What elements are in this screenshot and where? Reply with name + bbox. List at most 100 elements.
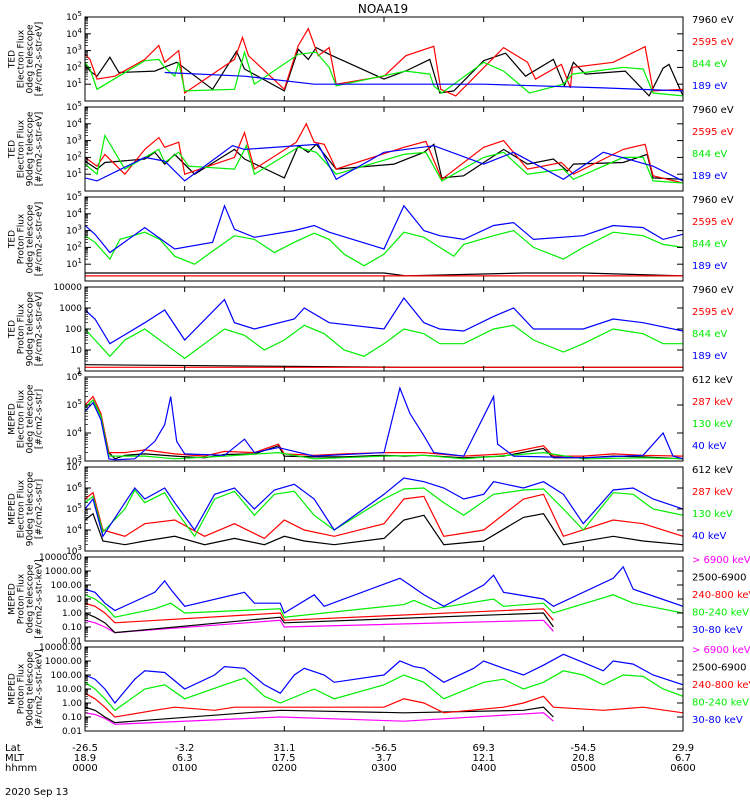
y-tick-label: 10.00 [56, 685, 82, 695]
series-group [85, 204, 683, 277]
series-group [85, 477, 683, 546]
series-line-3 [85, 229, 683, 267]
legend-entry: 80-240 keV [692, 608, 749, 619]
y-tick-label: 103 [66, 224, 82, 237]
series-group [85, 122, 683, 184]
y-tick-label: 101 [66, 167, 82, 180]
x-tick-label: 29.9 [672, 743, 694, 754]
chart-title: NOAA19 [358, 2, 408, 16]
series-line-2 [85, 122, 683, 184]
series-line-3 [85, 692, 683, 718]
series-line-3 [85, 487, 683, 538]
y-axis-label: TEDProton Flux90deg telescope[#/cm2-s-st… [8, 291, 45, 366]
legend-entry: 30-80 keV [692, 625, 743, 636]
legend-entry: 40 keV [692, 441, 726, 452]
panel-frame [84, 16, 684, 102]
axis-row-name: Lat [5, 743, 21, 754]
panel-1: 101 102 103 104 105 TEDElectron Flux0deg tele… [8, 10, 734, 102]
y-tick-label: 103 [66, 134, 82, 147]
x-tick-label: 20.8 [572, 753, 594, 764]
series-line-1 [85, 712, 554, 725]
series-line-2 [85, 706, 554, 724]
y-axis-label: MEPEDElectron Flux90deg telescope[#/cm2-… [8, 471, 45, 546]
series-line-4 [85, 477, 683, 538]
panel-4: 1 10 100 1000 10000 TEDProton Flux90deg teles… [8, 283, 734, 377]
x-tick-label: 31.1 [273, 743, 295, 754]
axis-row-name: hhmm [5, 763, 37, 774]
y-tick-label: 102 [66, 150, 82, 163]
x-tick-label: 0000 [72, 763, 97, 774]
series-line-4 [85, 386, 683, 461]
y-tick-label: 1.00 [62, 699, 82, 709]
series-line-5 [85, 565, 683, 614]
series-line-1 [85, 512, 683, 546]
y-tick-label: 101 [66, 77, 82, 90]
y-tick-label: 102 [66, 240, 82, 253]
x-tick-label: 6.3 [177, 753, 193, 764]
y-tick-label: 106 [66, 481, 82, 494]
legend-entry: 612 keV [692, 465, 733, 476]
series-line-2 [85, 612, 554, 634]
y-axis-label: TEDElectron Flux90deg telescope[#/cm2-s-… [8, 111, 45, 186]
x-tick-label: 0600 [670, 763, 695, 774]
series-line-4 [164, 71, 683, 92]
series-line-2 [85, 27, 683, 97]
y-tick-label: 105 [66, 100, 82, 113]
y-axis-label: MEPEDProton Flux0deg telescope[#/cm2-s-s… [8, 559, 45, 638]
panel-2: 101 102 103 104 105 TEDElectron Flux90deg tel… [8, 100, 734, 192]
legend-entry: 7960 eV [692, 285, 734, 296]
y-tick-label: 102 [66, 60, 82, 73]
legend-entry: 189 eV [692, 351, 727, 362]
x-tick-label: 0200 [272, 763, 297, 774]
y-tick-label: 105 [66, 190, 82, 203]
y-axis-label: MEPEDProton Flux90deg telescope[#/cm2-s-… [8, 649, 45, 728]
y-tick-label: 103 [66, 44, 82, 57]
legend-entry: 189 eV [692, 261, 727, 272]
y-tick-label: 10000.00 [39, 553, 82, 563]
legend-entry: 130 keV [692, 509, 733, 520]
y-tick-label: 10.00 [56, 595, 82, 605]
series-group [85, 296, 683, 368]
time-axis: Lat -26.5 -3.2 31.1 -56.5 69.3 -54.5 29.9 MLT 18.… [5, 743, 696, 774]
y-tick-label: 104 [66, 27, 82, 40]
legend-entry: 30-80 keV [692, 715, 743, 726]
panel-frame [84, 106, 684, 192]
y-tick-label: 105 [66, 502, 82, 515]
y-tick-label: 0.01 [62, 637, 82, 647]
y-tick-label: 104 [66, 207, 82, 220]
series-line-2 [85, 491, 683, 540]
x-tick-label: -3.2 [175, 743, 195, 754]
y-tick-label: 10000 [53, 283, 82, 293]
y-tick-label: 0.10 [62, 623, 82, 633]
x-tick-label: -54.5 [570, 743, 596, 754]
y-axis-label: TEDProton Flux0deg telescope[#/cm2-s-str… [8, 202, 45, 277]
x-tick-label: 17.5 [273, 753, 295, 764]
legend-entry: 80-240 keV [692, 698, 749, 709]
series-group [85, 565, 683, 634]
series-line-4 [85, 670, 683, 712]
series-line-4 [85, 143, 683, 182]
legend-entry: 612 keV [692, 375, 733, 386]
axis-row-name: MLT [5, 753, 25, 764]
legend-entry: 287 keV [692, 487, 733, 498]
y-tick-label: 1000 [59, 304, 82, 314]
y-tick-label: 10 [71, 346, 83, 356]
y-axis-label: MEPEDElectron Flux0deg telescope[#/cm2-s… [8, 384, 45, 454]
legend-entry: 2595 eV [692, 217, 734, 228]
legend-entry: 130 keV [692, 419, 733, 430]
legend-entry: 844 eV [692, 149, 727, 160]
x-tick-label: 3.7 [376, 753, 392, 764]
series-line-1 [85, 619, 554, 634]
y-tick-label: 1000.00 [45, 567, 82, 577]
date-label: 2020 Sep 13 [5, 787, 68, 798]
y-tick-label: 104 [66, 426, 82, 439]
panel-frame [84, 376, 684, 462]
series-line-1 [85, 143, 683, 180]
y-tick-label: 104 [66, 523, 82, 536]
y-tick-label: 106 [66, 370, 82, 383]
panel-3: 101 102 103 104 105 TEDProton Flux0deg telesc… [8, 190, 734, 282]
legend-entry: 189 eV [692, 81, 727, 92]
legend-entry: 2595 eV [692, 37, 734, 48]
